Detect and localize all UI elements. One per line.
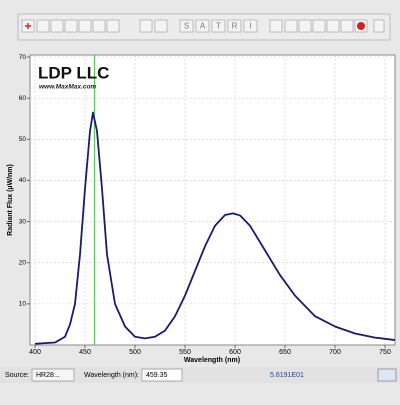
icon	[357, 22, 365, 30]
source-label: Source:	[5, 372, 29, 379]
mode-button[interactable]	[377, 368, 397, 382]
x-tick-label: 750	[379, 349, 391, 356]
tool-button[interactable]	[326, 19, 340, 33]
tool-button	[211, 19, 226, 33]
y-tick-label: 30	[19, 218, 27, 225]
tool-button	[179, 19, 194, 33]
x-tick-label: 400	[29, 349, 41, 356]
tool-button[interactable]	[312, 19, 326, 33]
tool-button[interactable]	[92, 19, 106, 33]
y-tick-label: 40	[19, 177, 27, 184]
x-tick-label: 600	[229, 349, 241, 356]
y-tick-label: 10	[19, 301, 27, 308]
wavelength-input[interactable]	[141, 368, 183, 382]
x-tick-label: 700	[329, 349, 341, 356]
spectrum-line	[34, 111, 396, 345]
tool-button	[227, 19, 242, 33]
y-tick-label: 20	[19, 259, 27, 266]
tool-button[interactable]	[106, 19, 120, 33]
x-axis-label: Wavelength (nm)	[184, 357, 240, 364]
plot-area	[29, 54, 396, 346]
x-tick-label: 500	[129, 349, 141, 356]
logo-url: www.MaxMax.com	[39, 84, 96, 91]
y-tick-label: 50	[19, 136, 27, 143]
x-tick-label: 650	[279, 349, 291, 356]
tool-button[interactable]	[340, 19, 354, 33]
x-tick-label: 550	[179, 349, 191, 356]
source-select[interactable]	[31, 368, 75, 382]
tool-button[interactable]	[139, 19, 153, 33]
y-tick-label: 70	[19, 54, 27, 61]
y-axis-label: Radiant Flux (µW/nm)	[7, 164, 14, 236]
tool-letter: A	[200, 22, 206, 31]
dropdown-button[interactable]	[373, 19, 385, 33]
tool-button[interactable]	[154, 19, 168, 33]
tool-button[interactable]	[298, 19, 312, 33]
y-tick-label: 60	[19, 95, 27, 102]
tool-button[interactable]	[269, 19, 283, 33]
tool-button[interactable]	[64, 19, 78, 33]
tool-button[interactable]	[78, 19, 92, 33]
logo-title: LDP LLC	[38, 63, 109, 82]
toolbar-buttons	[21, 19, 385, 33]
x-tick-label: 450	[79, 349, 91, 356]
tool-letter: T	[216, 22, 221, 31]
tool-button[interactable]	[284, 19, 298, 33]
source-value: HR28...	[36, 372, 60, 379]
tool-button[interactable]	[36, 19, 50, 33]
tool-button	[195, 19, 210, 33]
plot: 400 450 500 550 600 650 700 750 10 20 30 40 50 60 70	[19, 54, 396, 356]
icon	[25, 23, 31, 29]
tool-button	[243, 19, 258, 33]
status-bar	[0, 367, 400, 383]
tool-letter: R	[232, 22, 238, 31]
wavelength-label: Wavelength (nm):	[84, 372, 139, 379]
wavelength-value: 459.35	[146, 372, 168, 379]
tool-letter: I	[249, 22, 251, 31]
tool-button[interactable]	[50, 19, 64, 33]
readout: 5.6191E01	[270, 372, 304, 379]
tool-letter: S	[184, 22, 189, 31]
